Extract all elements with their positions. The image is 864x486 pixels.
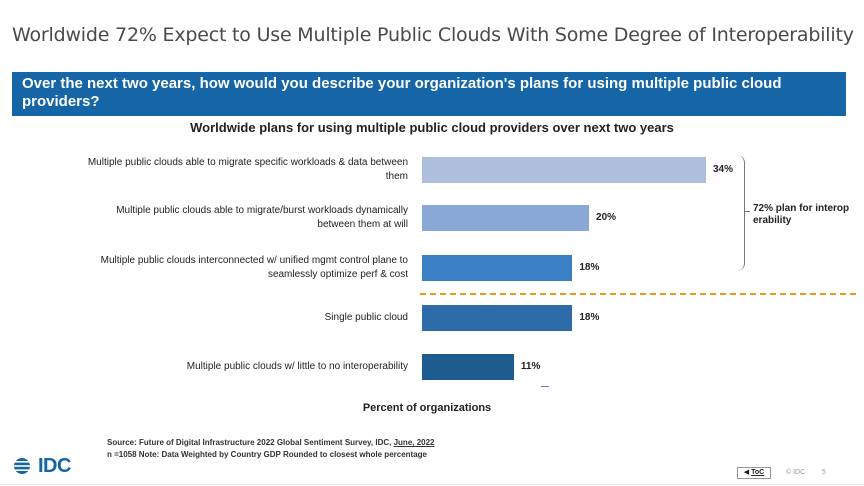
bar-value-label: 18% [579,312,600,323]
category-label-line: Multiple public clouds able to migrate/b… [116,205,408,216]
toc-arrow-icon: ◀ [743,469,750,476]
category-label: Multiple public clouds w/ little to no i… [0,360,408,374]
bar-value-label: 20% [596,212,617,223]
bracket-tick [744,211,750,212]
logo-text: IDC [38,454,71,477]
page-number: 5 [822,469,826,476]
source-line: Source: Future of Digital Infrastructure… [107,437,435,449]
slide-title: Worldwide 72% Expect to Use Multiple Pub… [12,24,854,46]
category-label: Multiple public clouds interconnected w/… [0,254,408,282]
category-label-line: seamlessly optimize perf & cost [267,269,408,280]
source-text: Source: Future of Digital Infrastructure… [107,438,392,447]
source-note: Source: Future of Digital Infrastructure… [107,437,435,461]
toc-label: ToC [751,469,765,476]
category-label-line: Multiple public clouds w/ little to no i… [186,361,408,372]
chart-title: Worldwide plans for using multiple publi… [190,120,674,135]
category-label: Multiple public clouds able to migrate/b… [0,204,408,232]
idc-logo-icon [13,458,35,474]
bar-value-label: 34% [713,164,734,175]
interoperability-annotation: 72% plan for interoperability [753,203,850,226]
category-label-line: Single public cloud [324,312,408,323]
category-label: Single public cloud [0,311,408,325]
sample-note: n =1058 Note: Data Weighted by Country G… [107,450,427,459]
category-label-line: Multiple public clouds interconnected w/… [100,255,408,266]
interoperability-bracket [735,155,745,271]
bar [422,305,573,331]
toc-button[interactable]: ◀ ToC [737,467,771,479]
footer-rule [0,484,864,485]
dashed-divider [420,293,856,295]
question-banner: Over the next two years, how would you d… [12,72,846,116]
category-label: Multiple public clouds able to migrate s… [0,156,408,184]
bar-value-label: 18% [579,262,600,273]
bar-value-label: 11% [520,361,541,372]
bar [422,354,514,380]
category-label-line: Multiple public clouds able to migrate s… [87,157,408,168]
bar [422,255,573,281]
footer-brand: © IDC [786,469,806,476]
bar [422,205,590,231]
bar [422,157,706,183]
category-label-line: them [385,171,408,182]
idc-logo: IDC [13,455,71,477]
x-axis-label: Percent of organizations [362,402,492,414]
small-dash-mark [541,386,549,387]
source-date: June, 2022 [393,438,435,447]
category-label-line: between them at will [317,219,408,230]
